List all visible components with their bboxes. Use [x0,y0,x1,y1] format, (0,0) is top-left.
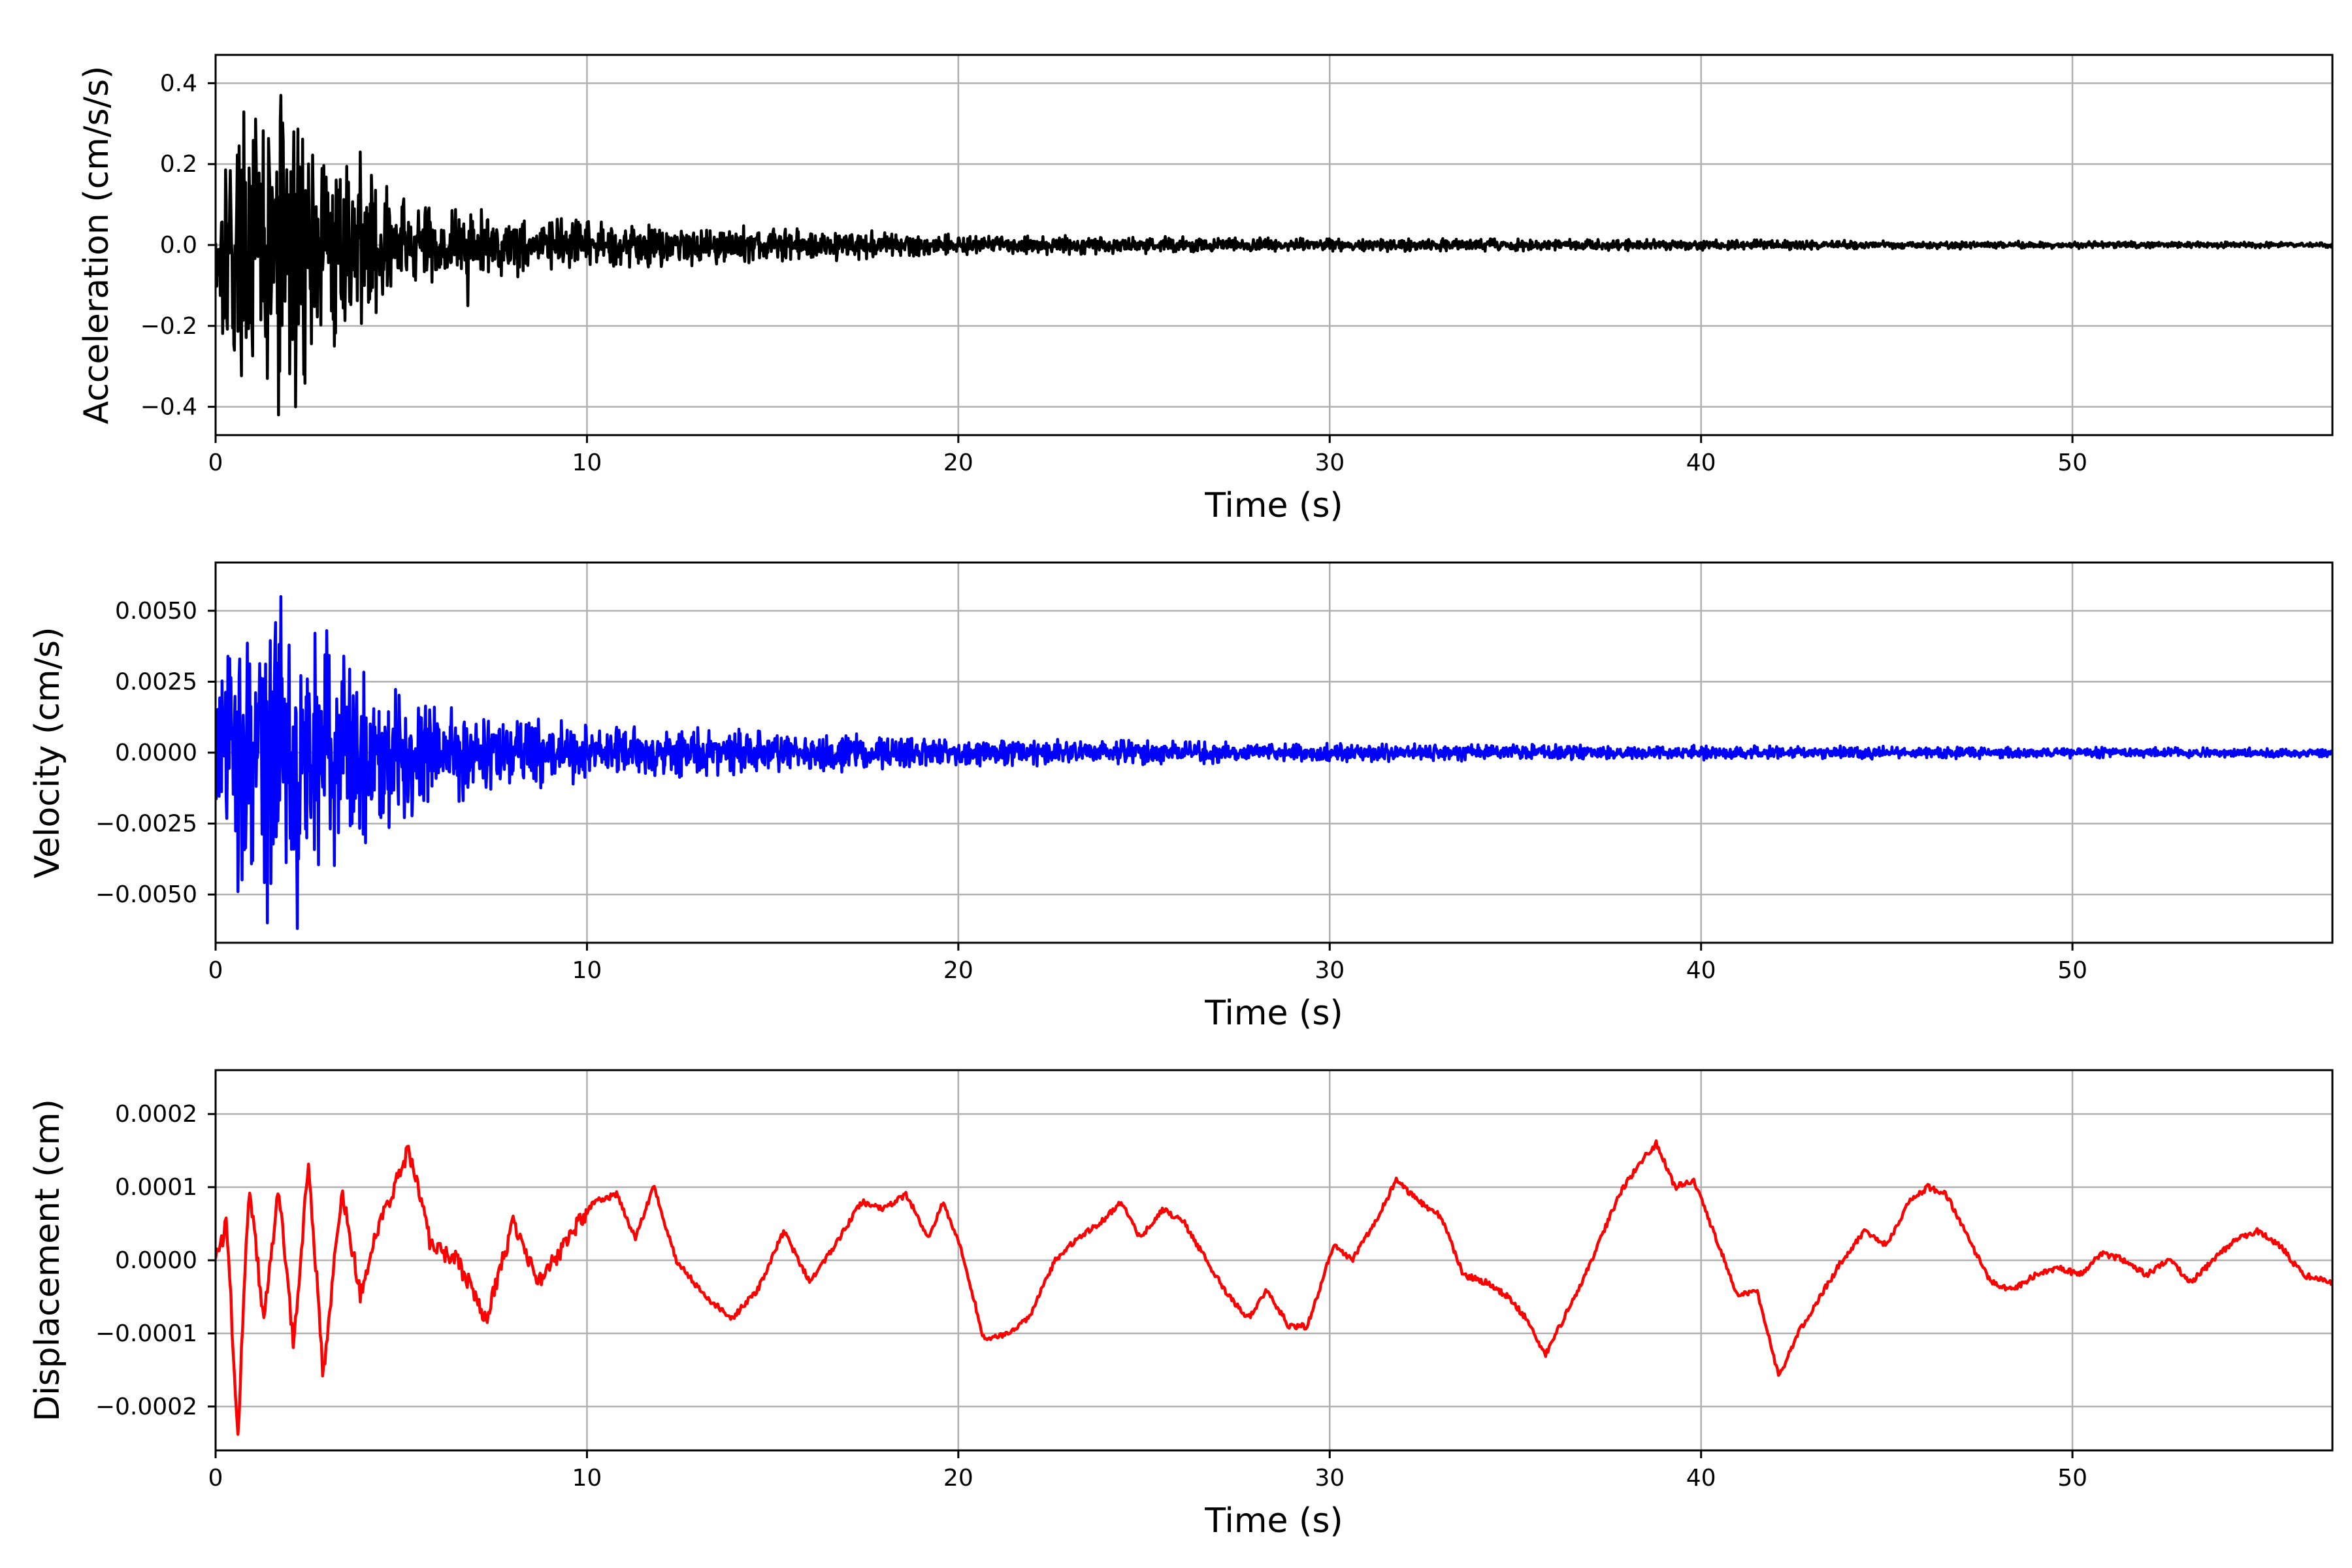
velocity-y-tick-label: −0.0050 [95,881,197,908]
displacement-series-line [216,1139,2332,1436]
acceleration-y-tick-label: 0.2 [160,151,197,178]
velocity-x-tick-label: 30 [1315,957,1345,984]
displacement-plot-frame [214,1069,2334,1452]
velocity-x-tick-label: 0 [208,957,223,984]
displacement-y-tick-label: −0.0002 [95,1394,197,1420]
velocity-x-axis-label: Time (s) [1204,994,1343,1033]
displacement-ticks: 0 10 20 30 40 50 −0.0002 −0.0001 0.0000 0.0001 0.0… [95,1101,2087,1492]
displacement-x-tick-label: 40 [1686,1465,1716,1492]
displacement-x-tick-label: 30 [1315,1465,1345,1492]
acceleration-y-tick-label: −0.2 [140,313,197,340]
displacement-y-tick-label: 0.0001 [115,1174,197,1201]
acceleration-x-axis-label: Time (s) [1204,486,1343,525]
velocity-ticks: 0 10 20 30 40 50 −0.0050 −0.0025 0.0000 0.0025 0.0… [95,598,2087,984]
acceleration-y-tick-label: −0.4 [140,394,197,421]
acceleration-x-tick-label: 30 [1315,449,1345,476]
displacement-x-axis-label: Time (s) [1204,1501,1343,1541]
velocity-series-line [216,595,2332,930]
velocity-x-tick-label: 50 [2057,957,2087,984]
displacement-y-tick-label: −0.0001 [95,1320,197,1347]
displacement-x-tick-label: 50 [2057,1465,2087,1492]
acceleration-y-tick-label: 0.4 [160,70,197,97]
velocity-plot-frame [214,561,2334,944]
acceleration-x-tick-label: 0 [208,449,223,476]
acceleration-ticks: 0 10 20 30 40 50 −0.4 −0.2 0.0 0.2 0.4 [140,70,2087,476]
velocity-panel: 0 10 20 30 40 50 −0.0050 −0.0025 0.0000 0.0025 0.0… [28,561,2334,1033]
velocity-trace-layer [216,595,2332,930]
displacement-trace-layer [216,1139,2332,1436]
acceleration-x-tick-label: 20 [943,449,973,476]
displacement-panel: 0 10 20 30 40 50 −0.0002 −0.0001 0.0000 0.0001 0.0… [28,1069,2334,1541]
displacement-grid [214,1070,2332,1450]
velocity-y-axis-label: Velocity (cm/s) [28,627,67,879]
velocity-x-tick-label: 20 [943,957,973,984]
displacement-y-tick-label: 0.0002 [115,1101,197,1128]
acceleration-x-tick-label: 10 [572,449,602,476]
acceleration-y-tick-label: 0.0 [160,232,197,259]
velocity-y-tick-label: −0.0025 [95,811,197,838]
acceleration-plot-frame [214,54,2334,436]
velocity-x-tick-label: 10 [572,957,602,984]
acceleration-trace-layer [216,93,2332,417]
velocity-x-tick-label: 40 [1686,957,1716,984]
acceleration-y-axis-label: Acceleration (cm/s/s) [77,66,116,425]
velocity-y-tick-label: 0.0050 [115,598,197,625]
displacement-y-axis-label: Displacement (cm) [28,1099,67,1422]
displacement-y-tick-label: 0.0000 [115,1247,197,1274]
acceleration-x-tick-label: 50 [2057,449,2087,476]
acceleration-x-tick-label: 40 [1686,449,1716,476]
velocity-y-tick-label: 0.0000 [115,740,197,766]
velocity-y-tick-label: 0.0025 [115,668,197,695]
acceleration-panel: 0 10 20 30 40 50 −0.4 −0.2 0.0 0.2 0.4 Time (s) Ac… [77,54,2334,525]
displacement-x-tick-label: 10 [572,1465,602,1492]
displacement-x-tick-label: 0 [208,1465,223,1492]
displacement-x-tick-label: 20 [943,1465,973,1492]
acceleration-series-line [216,93,2332,417]
